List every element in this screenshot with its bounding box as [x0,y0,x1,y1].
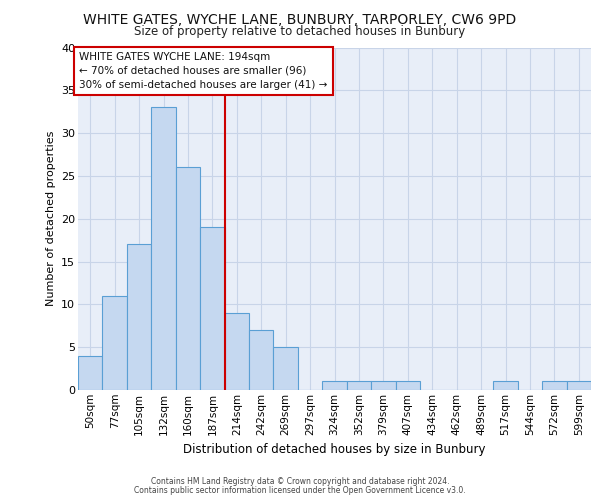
X-axis label: Distribution of detached houses by size in Bunbury: Distribution of detached houses by size … [183,443,486,456]
Bar [78,356,103,390]
Text: Contains HM Land Registry data © Crown copyright and database right 2024.: Contains HM Land Registry data © Crown c… [151,477,449,486]
Bar [127,244,151,390]
Bar [395,382,420,390]
Bar [249,330,274,390]
Bar [566,382,591,390]
Bar [493,382,518,390]
Text: Contains public sector information licensed under the Open Government Licence v3: Contains public sector information licen… [134,486,466,495]
Text: WHITE GATES, WYCHE LANE, BUNBURY, TARPORLEY, CW6 9PD: WHITE GATES, WYCHE LANE, BUNBURY, TARPOR… [83,12,517,26]
Bar [347,382,371,390]
Bar [371,382,395,390]
Bar [103,296,127,390]
Bar [200,228,224,390]
Text: WHITE GATES WYCHE LANE: 194sqm
← 70% of detached houses are smaller (96)
30% of : WHITE GATES WYCHE LANE: 194sqm ← 70% of … [79,52,328,90]
Bar [322,382,347,390]
Y-axis label: Number of detached properties: Number of detached properties [46,131,56,306]
Text: Size of property relative to detached houses in Bunbury: Size of property relative to detached ho… [134,25,466,38]
Bar [274,347,298,390]
Bar [176,168,200,390]
Bar [224,313,249,390]
Bar [151,108,176,390]
Bar [542,382,566,390]
